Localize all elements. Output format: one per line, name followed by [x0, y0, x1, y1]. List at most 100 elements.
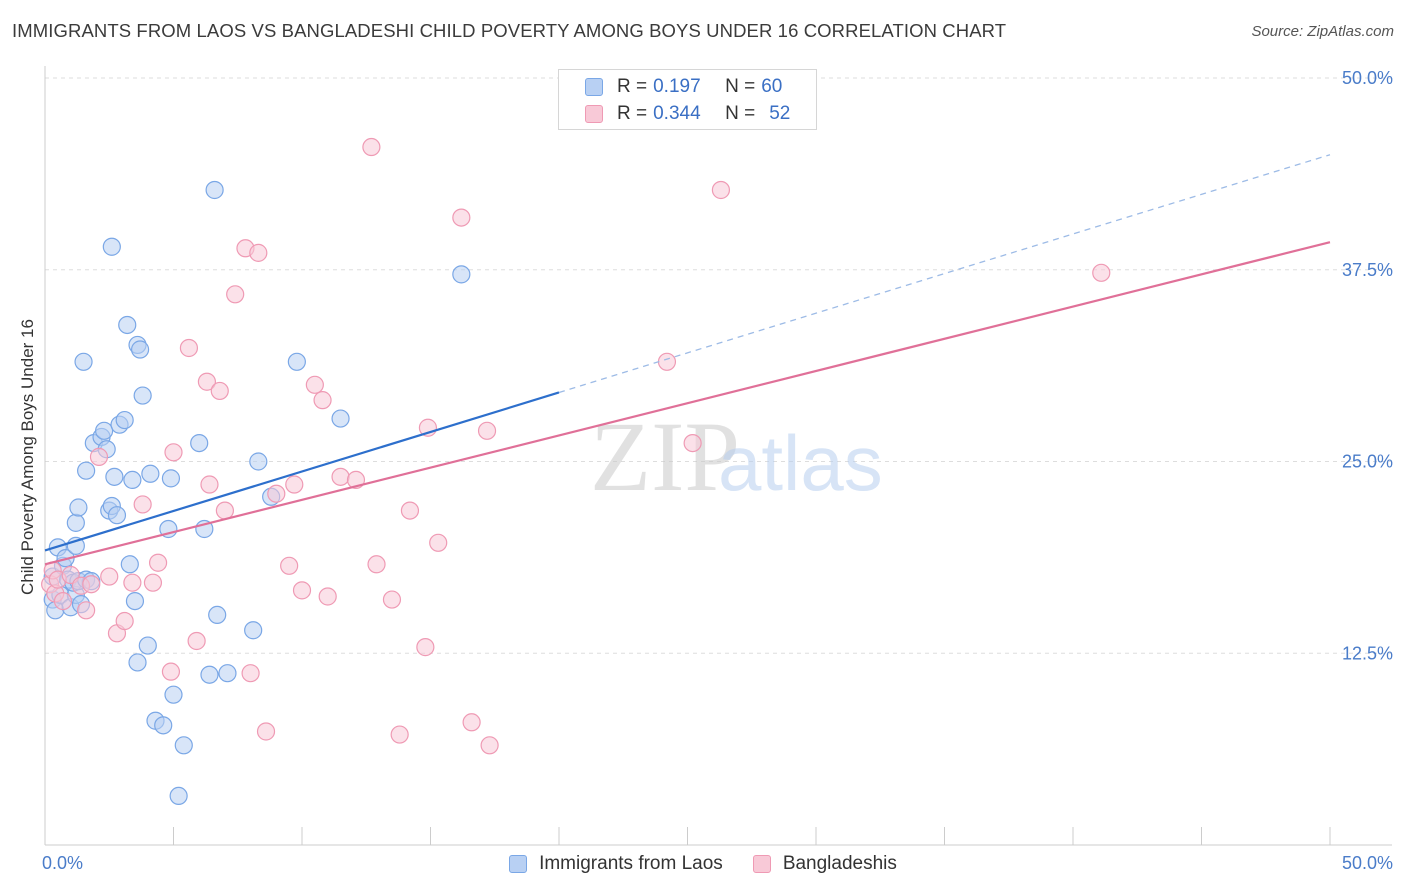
bangladeshi-point	[148, 553, 168, 572]
laos-point	[141, 464, 160, 483]
y-tick-label: 25.0%	[1342, 452, 1393, 472]
laos-point	[169, 786, 188, 806]
laos-point	[161, 469, 181, 488]
laos-point	[102, 237, 121, 256]
bangladeshi-point	[1092, 263, 1111, 282]
bangladeshi-point	[452, 208, 471, 227]
legend-n-label: N =	[725, 76, 756, 97]
bangladeshi-point	[215, 501, 234, 520]
bangladeshi-point	[164, 443, 183, 462]
laos-point	[190, 433, 209, 453]
laos-point	[205, 180, 224, 200]
bangladeshi-point	[100, 567, 119, 586]
bangladeshi-point	[200, 475, 219, 494]
y-axis-label: Child Poverty Among Boys Under 16	[18, 319, 37, 595]
laos-point	[249, 452, 268, 471]
x-tick-label: 50.0%	[1342, 853, 1393, 873]
legend-r-value: 0.344	[653, 103, 701, 124]
bangladeshi-point	[285, 475, 304, 494]
bangladeshi-point	[382, 590, 402, 609]
laos-point	[164, 685, 183, 704]
bangladeshi-point	[657, 352, 677, 371]
bangladeshi-point	[367, 555, 386, 574]
bangladeshi-point	[115, 611, 134, 631]
bangladeshi-point	[133, 495, 152, 514]
bangladeshi-point	[82, 575, 101, 594]
laos-point	[128, 653, 147, 672]
laos-point	[208, 605, 227, 625]
watermark-zip: ZIP	[590, 401, 740, 512]
bangladeshi-point	[226, 285, 245, 304]
laos-trend-extension	[558, 154, 1331, 394]
bangladeshi-point	[390, 725, 409, 744]
laos-point	[331, 409, 350, 428]
laos-point	[123, 470, 142, 490]
series-name-bangladeshis: Bangladeshis	[782, 853, 897, 874]
legend-swatch-laos	[585, 78, 603, 96]
bangladeshi-point	[331, 467, 350, 486]
y-tick-label: 12.5%	[1342, 643, 1393, 663]
bangladeshi-point	[179, 338, 199, 358]
tick-labels: 12.5% 25.0% 37.5% 50.0% 0.0% 50.0%	[42, 68, 1393, 873]
laos-point	[174, 736, 193, 755]
source-credit: Source: ZipAtlas.com	[1251, 23, 1394, 40]
grid-lines	[45, 77, 1392, 654]
laos-point	[244, 621, 263, 640]
series-legend-laos: Immigrants from Laos	[509, 853, 723, 875]
legend-n-label: N =	[725, 103, 756, 124]
laos-point	[66, 513, 85, 532]
laos-point	[115, 410, 134, 430]
laos-point	[287, 352, 306, 371]
bangladeshi-point	[187, 631, 206, 651]
y-tick-label: 50.0%	[1342, 68, 1393, 88]
bangladeshi-point	[429, 533, 448, 552]
laos-point	[200, 665, 219, 684]
bangladeshi-point	[210, 381, 229, 401]
bangladeshi-point	[480, 736, 499, 755]
bangladeshi-point	[400, 501, 420, 520]
bangladeshi-point	[477, 421, 497, 440]
series-legend: Immigrants from Laos Bangladeshis	[0, 851, 1406, 877]
legend-r-label: R =	[617, 103, 648, 124]
series-swatch-laos	[509, 855, 528, 873]
laos-point	[74, 352, 93, 371]
bangladeshi-point	[280, 556, 299, 575]
bangladeshi-point	[143, 573, 163, 592]
bangladeshi-point	[313, 391, 332, 410]
bangladeshi-point	[711, 180, 731, 200]
laos-point	[105, 467, 124, 486]
laos-point	[118, 315, 137, 335]
bangladeshi-point	[77, 601, 96, 620]
laos-point	[218, 664, 237, 683]
bangladeshi-point	[362, 137, 381, 157]
bangladeshi-point	[241, 664, 260, 683]
laos-point	[69, 498, 88, 517]
series-swatch-bangladeshis	[752, 855, 771, 873]
legend-swatch-bangladeshis	[585, 105, 603, 123]
bangladeshi-point	[683, 433, 702, 453]
bangladeshi-point	[292, 581, 312, 600]
data-points	[41, 137, 1111, 806]
legend-n-value: 52	[769, 103, 791, 124]
laos-point	[77, 461, 96, 480]
series-legend-bangladeshis: Bangladeshis	[752, 853, 897, 875]
bangladeshi-point	[267, 484, 286, 503]
series-name-laos: Immigrants from Laos	[539, 853, 723, 874]
legend-row-laos: R = 0.197 N = 60	[585, 74, 782, 100]
legend-r-label: R =	[617, 76, 648, 97]
legend-r-value: 0.197	[653, 76, 701, 97]
bangladeshi-point	[197, 372, 217, 391]
bangladeshi-point	[462, 713, 481, 732]
laos-point	[154, 716, 173, 735]
y-tick-label: 37.5%	[1342, 260, 1393, 280]
bangladeshi-point	[416, 638, 435, 657]
bangladeshi-point	[161, 662, 181, 681]
watermark-atlas: atlas	[718, 419, 883, 507]
bangladeshi-point	[305, 375, 324, 394]
laos-point	[130, 340, 150, 359]
trend-lines	[44, 154, 1331, 566]
laos-point	[125, 591, 145, 611]
bangladeshi-point	[256, 722, 276, 741]
laos-point	[107, 506, 127, 525]
